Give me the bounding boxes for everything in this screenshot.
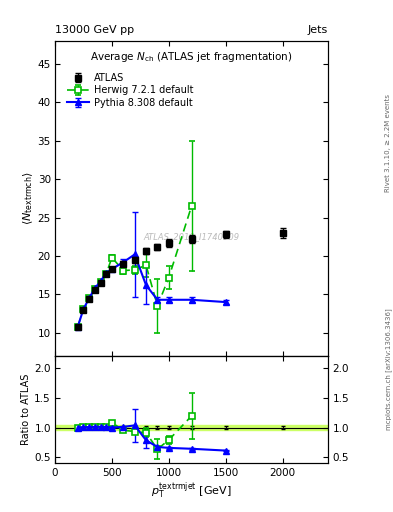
Text: Average $N_{\rm ch}$ (ATLAS jet fragmentation): Average $N_{\rm ch}$ (ATLAS jet fragment… [90,50,293,65]
Text: Rivet 3.1.10, ≥ 2.2M events: Rivet 3.1.10, ≥ 2.2M events [385,94,391,193]
Bar [55,425,328,430]
Legend: ATLAS, Herwig 7.2.1 default, Pythia 8.308 default: ATLAS, Herwig 7.2.1 default, Pythia 8.30… [65,71,195,110]
Text: mcplots.cern.ch [arXiv:1306.3436]: mcplots.cern.ch [arXiv:1306.3436] [385,308,392,430]
Y-axis label: Ratio to ATLAS: Ratio to ATLAS [22,374,31,445]
X-axis label: $p_{\rm T}^{\rm textrm{jet}}$ [GeV]: $p_{\rm T}^{\rm textrm{jet}}$ [GeV] [151,480,232,501]
Text: ATLAS_2019_I1740909: ATLAS_2019_I1740909 [143,232,240,241]
Text: Jets: Jets [308,25,328,35]
Y-axis label: $\langle N_{\rm textrm{ch}} \rangle$: $\langle N_{\rm textrm{ch}} \rangle$ [21,172,35,225]
Text: 13000 GeV pp: 13000 GeV pp [55,25,134,35]
